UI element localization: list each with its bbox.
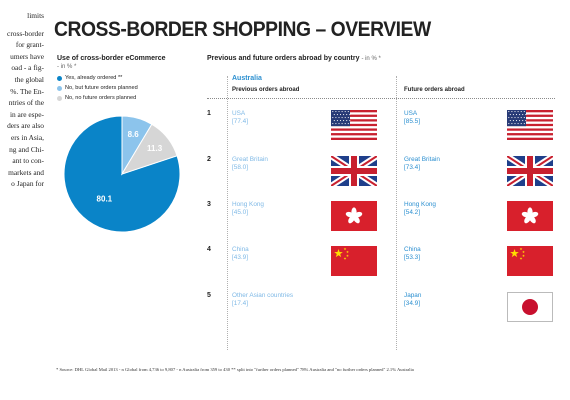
header-divider — [207, 98, 555, 99]
future-country-value: [34.9] — [404, 300, 420, 308]
legend-label-yes: Yes, already ordered ** — [65, 75, 123, 81]
row-rank: 1 — [207, 110, 211, 117]
uk-flag-icon — [507, 156, 553, 186]
future-country-entry: Hong Kong [54.2] — [404, 201, 436, 218]
side-text-line: ntries of the — [8, 98, 44, 108]
side-text-line: ders are also — [7, 121, 44, 131]
usa-flag-icon — [507, 110, 553, 140]
future-country-value: [54.2] — [404, 209, 420, 217]
side-text-line: %. The En- — [10, 86, 44, 96]
previous-country-value: [17.4] — [232, 300, 248, 308]
previous-country-entry: Great Britain [58.0] — [232, 156, 268, 173]
column-divider-left — [227, 76, 228, 350]
previous-country-name: Hong Kong — [232, 201, 264, 208]
row-rank: 4 — [207, 246, 211, 253]
side-text-line: ers in Asia, — [10, 132, 44, 142]
future-country-value: [85.5] — [404, 118, 420, 126]
previous-country-name: Great Britain — [232, 156, 268, 163]
side-text-line: limits — [27, 11, 44, 20]
row-rank: 3 — [207, 201, 211, 208]
china-flag-icon — [507, 246, 553, 276]
pie-value-label: 8.6 — [128, 130, 140, 139]
source-footnote: * Source: DHL Global Mail 2013 - n Globa… — [56, 367, 414, 372]
pie-unit: - in % * — [57, 64, 77, 70]
legend-label-no-future: No, no future orders planned — [65, 95, 137, 101]
side-text-line: the global — [14, 74, 44, 84]
column-header-future: Future orders abroad — [404, 87, 465, 93]
pie-value-label: 80.1 — [97, 194, 113, 203]
side-text-line: umers have — [10, 51, 44, 61]
previous-country-name: USA — [232, 110, 246, 117]
previous-country-entry: Hong Kong [45.0] — [232, 201, 264, 218]
future-country-value: [53.3] — [404, 254, 420, 262]
legend-swatch-yes — [57, 75, 62, 81]
future-country-value: [73.4] — [404, 164, 420, 172]
orders-title: Previous and future orders abroad by cou… — [207, 55, 360, 62]
uk-flag-icon — [331, 156, 377, 186]
future-country-entry: Great Britain [73.4] — [404, 156, 440, 173]
future-country-name: USA — [404, 110, 418, 117]
page-title: CROSS-BORDER SHOPPING – OVERVIEW — [54, 18, 431, 41]
previous-country-value: [58.0] — [232, 164, 248, 172]
previous-country-entry: China [43.9] — [232, 246, 249, 263]
side-text-line: cross-border — [7, 28, 44, 38]
side-article-text: limits cross-border for grant- umers hav… — [0, 10, 44, 190]
pie-slice — [120, 123, 178, 175]
row-rank: 5 — [207, 292, 211, 299]
previous-country-value: [45.0] — [232, 209, 248, 217]
legend-label-future-planned: No, but future orders planned — [65, 85, 138, 91]
orders-section-title: Previous and future orders abroad by cou… — [207, 55, 381, 62]
legend-item-future-planned: No, but future orders planned — [57, 85, 138, 91]
usa-flag-icon — [331, 110, 377, 140]
previous-country-entry: Other Asian countries [17.4] — [232, 292, 293, 309]
side-text-line: for grant- — [15, 40, 44, 50]
column-header-previous: Previous orders abroad — [232, 87, 300, 93]
pie-title: Use of cross-border eCommerce — [57, 55, 166, 62]
country-label: Australia — [232, 75, 262, 82]
future-country-name: Great Britain — [404, 156, 440, 163]
side-text-line: ng and Chi- — [9, 144, 44, 154]
side-text-line: oad - a fig- — [11, 63, 44, 73]
previous-country-entry: USA [77.4] — [232, 110, 248, 127]
side-text-line: ant to con- — [12, 156, 44, 166]
future-country-name: Hong Kong — [404, 201, 436, 208]
side-text-line: in are espe- — [9, 109, 44, 119]
previous-country-value: [43.9] — [232, 254, 248, 262]
legend-swatch-future-planned — [57, 85, 62, 91]
future-country-entry: China [53.3] — [404, 246, 421, 263]
row-rank: 2 — [207, 156, 211, 163]
hong-kong-flag-icon — [331, 201, 377, 231]
previous-country-value: [77.4] — [232, 118, 248, 126]
side-text-line: markets and — [8, 167, 44, 177]
pie-section-title: Use of cross-border eCommerce — [57, 55, 166, 62]
legend-swatch-no-future — [57, 95, 62, 101]
china-flag-icon — [331, 246, 377, 276]
legend-item-yes: Yes, already ordered ** — [57, 75, 122, 81]
pie-chart: 80.1 8.6 11.3 — [63, 115, 181, 233]
previous-country-name: Other Asian countries — [232, 292, 294, 299]
hong-kong-flag-icon — [507, 201, 553, 231]
previous-country-name: China — [232, 246, 249, 253]
future-country-name: China — [404, 246, 421, 253]
orders-unit: - in % * — [361, 56, 381, 62]
column-divider-middle — [396, 76, 397, 350]
future-country-entry: Japan [34.9] — [404, 292, 421, 309]
future-country-name: Japan — [404, 292, 422, 299]
side-text-line: o Japan for — [11, 179, 44, 189]
pie-value-label: 11.3 — [147, 144, 163, 153]
pie-slice — [63, 115, 181, 233]
future-country-entry: USA [85.5] — [404, 110, 420, 127]
japan-flag-icon — [507, 292, 553, 322]
legend-item-no-future: No, no future orders planned — [57, 95, 136, 101]
